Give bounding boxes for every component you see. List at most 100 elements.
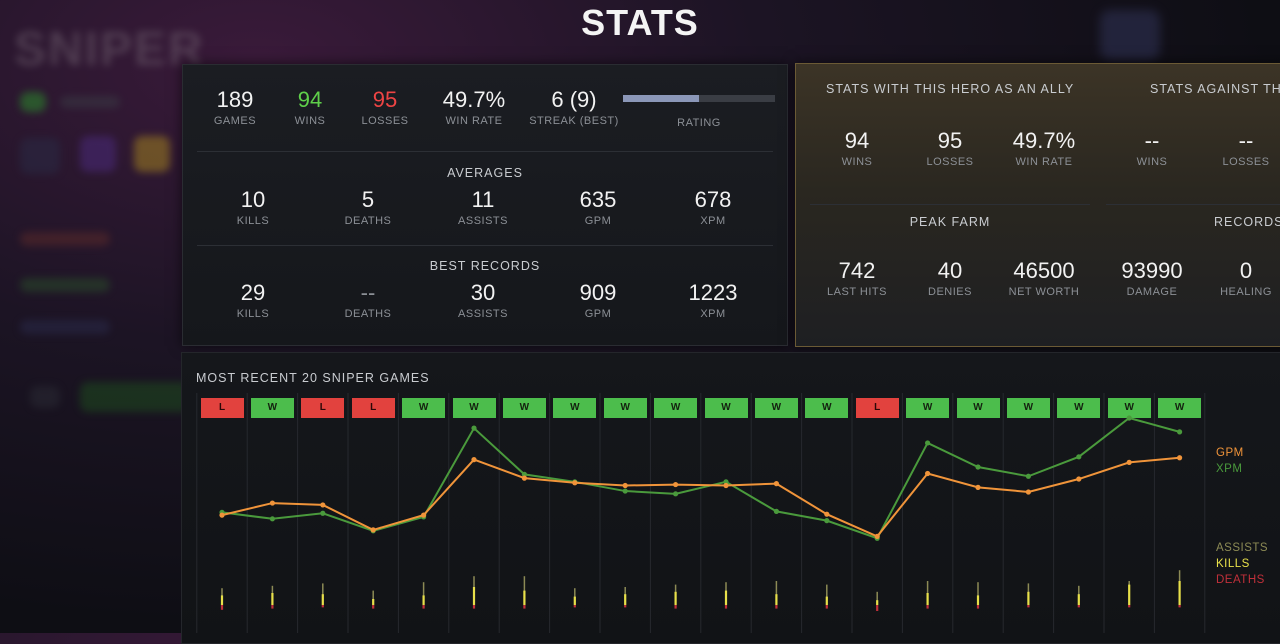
records-title: RECORDS: [1214, 215, 1280, 229]
last-hits-label: LAST HITS: [827, 286, 887, 298]
best-xpm-value: 1223: [688, 280, 738, 305]
record-healing: 0 HEALING: [1206, 258, 1280, 298]
background-logo: [1100, 10, 1160, 60]
game-result-badge[interactable]: W: [704, 398, 748, 418]
last-hits-value: 742: [838, 258, 876, 283]
gpm-point: [925, 470, 931, 477]
game-result-badge[interactable]: W: [452, 398, 496, 418]
avg-xpm-value: 678: [694, 187, 732, 212]
game-result-badge[interactable]: W: [906, 398, 950, 418]
game-result-badge[interactable]: W: [1158, 398, 1202, 418]
game-result-badge[interactable]: W: [654, 398, 698, 418]
background-blob: [20, 320, 110, 334]
xpm-point: [622, 488, 628, 494]
divider: [1106, 204, 1280, 205]
xpm-point: [673, 491, 679, 497]
game-result-badge[interactable]: W: [1107, 398, 1151, 418]
gpm-point: [874, 533, 880, 539]
background-blob: [20, 278, 110, 292]
ally-wins-value: 94: [844, 128, 870, 153]
game-result-badge[interactable]: W: [402, 398, 446, 418]
game-result-badge[interactable]: W: [1006, 398, 1050, 418]
xpm-point: [773, 508, 780, 514]
peak-farm-title: PEAK FARM: [909, 215, 991, 229]
game-result-badge[interactable]: L: [855, 398, 899, 418]
game-result-badge[interactable]: W: [956, 398, 1000, 418]
games-value: 189: [216, 87, 254, 112]
xpm-point: [521, 471, 527, 477]
recent-games-chart: [196, 393, 1206, 633]
gpm-point: [1177, 455, 1183, 461]
ally-wins-label: WINS: [841, 156, 873, 168]
avg-gpm: 635 GPM: [548, 187, 648, 227]
divider: [197, 151, 773, 152]
ally-win-rate: 49.7% WIN RATE: [1000, 128, 1088, 168]
ally-win-rate-label: WIN RATE: [1015, 156, 1073, 168]
gpm-point: [622, 482, 628, 489]
gpm-point: [521, 475, 527, 481]
game-result-badge[interactable]: W: [553, 398, 597, 418]
avg-assists: 11 ASSISTS: [433, 187, 533, 227]
avg-deaths: 5 DEATHS: [318, 187, 418, 227]
avg-assists-label: ASSISTS: [458, 215, 508, 227]
ally-losses-label: LOSSES: [926, 156, 974, 168]
ally-win-rate-value: 49.7%: [1012, 128, 1076, 153]
avg-kills-value: 10: [240, 187, 266, 212]
best-deaths: -- DEATHS: [318, 280, 418, 320]
divider: [197, 245, 773, 246]
losses-value: 95: [372, 87, 398, 112]
best-kills-value: 29: [240, 280, 266, 305]
game-result-badge[interactable]: W: [502, 398, 546, 418]
against-losses-value: --: [1238, 128, 1254, 153]
damage-label: DAMAGE: [1126, 286, 1178, 298]
gpm-point: [1076, 476, 1082, 482]
game-result-badge[interactable]: W: [754, 398, 798, 418]
game-result-badge[interactable]: W: [805, 398, 849, 418]
game-result-badge[interactable]: L: [200, 398, 244, 418]
best-assists: 30 ASSISTS: [433, 280, 533, 320]
avg-kills: 10 KILLS: [203, 187, 303, 227]
legend-deaths: DEATHS: [1216, 574, 1265, 586]
rating-label: RATING: [677, 117, 721, 129]
streak-label: STREAK (BEST): [529, 115, 619, 127]
against-wins-value: --: [1144, 128, 1160, 153]
game-result-badge[interactable]: W: [603, 398, 647, 418]
game-result-badge[interactable]: L: [301, 398, 345, 418]
background-blob: [30, 386, 60, 408]
background-hero-area: SNIPER: [0, 0, 203, 633]
stat-streak: 6 (9) STREAK (BEST): [523, 87, 625, 127]
losses-label: LOSSES: [361, 115, 409, 127]
gpm-point: [471, 457, 477, 463]
game-result-badge[interactable]: W: [250, 398, 294, 418]
recent-games-title: MOST RECENT 20 SNIPER GAMES: [196, 371, 430, 385]
best-deaths-value: --: [360, 280, 376, 305]
healing-value: 0: [1239, 258, 1253, 283]
best-assists-label: ASSISTS: [458, 308, 508, 320]
background-hero-name: SNIPER: [14, 23, 205, 76]
stat-win-rate: 49.7% WIN RATE: [431, 87, 517, 127]
legend-assists: ASSISTS: [1216, 542, 1269, 554]
background-blob: [80, 136, 116, 172]
xpm-point: [1025, 473, 1031, 479]
background-blob: [20, 232, 110, 246]
game-result-badge[interactable]: L: [351, 398, 395, 418]
xpm-point: [1177, 429, 1183, 435]
denies-value: 40: [937, 258, 963, 283]
ally-losses: 95 LOSSES: [908, 128, 992, 168]
game-result-badge[interactable]: W: [1057, 398, 1101, 418]
stat-rating: RATING: [623, 115, 775, 129]
gpm-point: [824, 511, 830, 517]
legend-kills: KILLS: [1216, 558, 1250, 570]
peak-denies: 40 DENIES: [908, 258, 992, 298]
best-assists-value: 30: [470, 280, 496, 305]
wins-value: 94: [297, 87, 323, 112]
net-worth-label: NET WORTH: [1008, 286, 1080, 298]
xpm-point: [1076, 454, 1082, 460]
avg-deaths-value: 5: [361, 187, 375, 212]
record-damage: 93990 DAMAGE: [1106, 258, 1198, 298]
net-worth-value: 46500: [1013, 258, 1075, 283]
gpm-point: [1025, 489, 1031, 495]
xpm-point: [269, 516, 275, 522]
averages-title: AVERAGES: [447, 166, 523, 180]
stat-wins: 94 WINS: [273, 87, 347, 127]
